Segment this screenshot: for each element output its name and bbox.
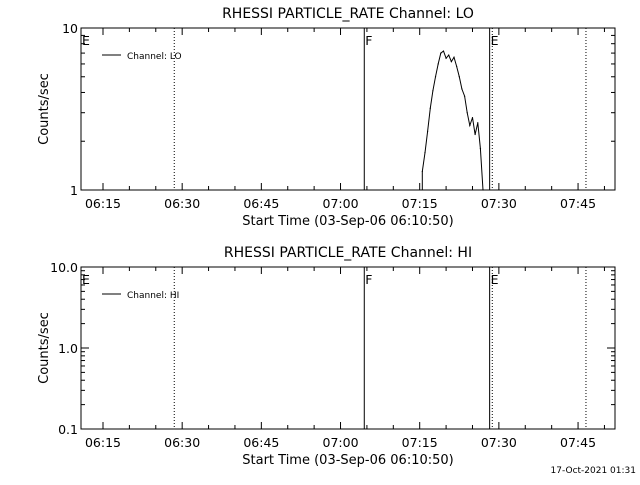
data-point [474,133,476,136]
x-axis-label: Start Time (03-Sep-06 06:10:50) [242,214,453,229]
data-point [482,189,484,191]
data-point [456,65,458,67]
y-tick-label: 0.1 [58,422,78,437]
y-tick-label: 10 [62,21,78,36]
x-tick-label: 07:30 [481,435,517,450]
legend: Channel: HI [102,291,179,301]
data-point [421,170,423,173]
chart-title: RHESSI PARTICLE_RATE Channel: HI [224,245,472,261]
x-tick-label: 06:45 [243,196,279,211]
data-point [450,61,452,63]
data-point [432,90,434,92]
chart-panel-1: RHESSI PARTICLE_RATE Channel: LO 06:15 06:… [37,6,616,229]
event-marker-label: E [82,272,90,287]
x-tick-label: 07:45 [560,196,596,211]
event-marker-label: E [82,33,90,48]
x-tick-label: 07:45 [560,435,596,450]
timestamp: 17-Oct-2021 01:31 [551,466,636,476]
chart-title: RHESSI PARTICLE_RATE Channel: LO [222,6,474,22]
data-point [453,56,455,58]
y-tick-label: 1.0 [58,341,78,356]
data-point [424,152,426,154]
data-point [434,76,437,78]
y-tick-label: 1 [70,183,78,198]
x-tick-label: 07:15 [402,196,438,211]
y-tick-label: 10.0 [50,260,78,275]
data-point [466,112,468,114]
data-point [442,50,445,52]
data-point [469,124,471,127]
chart-panel-2: RHESSI PARTICLE_RATE Channel: HI 06:15 06:… [37,245,616,468]
data-point [437,63,439,65]
x-tick-label: 07:00 [323,435,359,450]
x-tick-label: 06:15 [85,435,121,450]
x-tick-label: 07:30 [481,196,517,211]
x-axis-label: Start Time (03-Sep-06 06:10:50) [242,453,453,468]
series-line [421,50,484,191]
x-tick-label: 07:00 [323,196,359,211]
data-point [477,122,479,124]
data-point [458,76,460,78]
legend: Channel: LO [102,52,182,62]
data-point [427,130,429,133]
event-marker-label: E [491,33,499,48]
x-tick-label: 06:45 [243,435,279,450]
data-point [471,116,474,119]
data-point [445,57,447,59]
x-tick-label: 06:30 [164,196,200,211]
data-point [448,54,450,56]
event-marker-label: F [365,33,372,48]
x-tick-label: 06:30 [164,435,200,450]
y-axis-label: Counts/sec [37,73,52,145]
data-point [479,148,482,150]
event-marker-label: F [365,272,372,287]
x-tick-label: 07:15 [402,435,438,450]
data-point [461,88,463,90]
data-point [429,107,431,109]
y-axis-label: Counts/sec [37,312,52,384]
data-point [440,52,442,54]
legend-entry: Channel: HI [127,291,179,301]
event-marker-label: E [491,272,499,287]
data-point [463,95,466,97]
x-tick-label: 06:15 [85,196,121,211]
legend-entry: Channel: LO [127,52,182,62]
